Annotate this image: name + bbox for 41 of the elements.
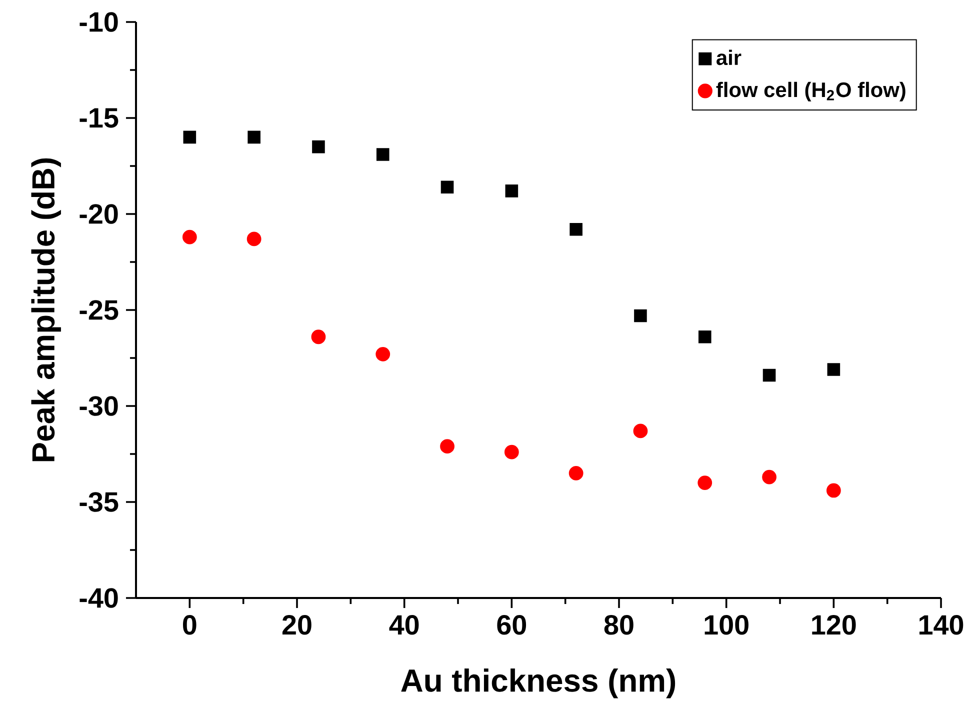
- y-tick-label: -30: [80, 396, 118, 416]
- y-axis-title: Peak amplitude (dB): [31, 158, 61, 462]
- y-tick-label: -15: [80, 108, 118, 128]
- point: [762, 470, 776, 484]
- x-tick-label: 120: [812, 615, 856, 635]
- x-tick-label: 40: [389, 615, 419, 635]
- legend-label: flow cell (H$_{2}$O flow): [716, 82, 906, 102]
- x-tick-label: 100: [704, 615, 748, 635]
- point: [568, 466, 584, 480]
- point: [246, 232, 262, 246]
- point: [311, 330, 326, 344]
- point: [826, 483, 841, 498]
- point: [440, 180, 454, 194]
- point: [762, 368, 776, 382]
- x-axis-title: Au thickness (nm): [401, 668, 676, 698]
- y-tick-label: -10: [80, 12, 118, 32]
- legend-label: air: [716, 50, 742, 66]
- point: [633, 424, 648, 438]
- point: [248, 130, 260, 144]
- point: [376, 148, 390, 161]
- x-tick-label: 140: [919, 615, 964, 635]
- point: [505, 184, 518, 198]
- point: [634, 309, 647, 322]
- x-tick-label: 60: [497, 615, 526, 635]
- point: [827, 363, 840, 376]
- point: [440, 439, 454, 454]
- x-tick-label: 20: [282, 615, 312, 635]
- x-tick-label: 80: [604, 615, 634, 635]
- x-tick-label: 0: [183, 615, 196, 635]
- point: [182, 230, 197, 244]
- y-tick-label: -20: [80, 204, 118, 224]
- y-tick-label: -40: [80, 588, 118, 608]
- point: [570, 222, 582, 236]
- point: [183, 130, 196, 144]
- point: [312, 140, 325, 154]
- point: [376, 346, 390, 362]
- point: [698, 476, 712, 490]
- y-tick-label: -35: [80, 492, 118, 512]
- point: [698, 330, 712, 344]
- y-tick-label: -25: [80, 300, 118, 320]
- point: [504, 444, 519, 460]
